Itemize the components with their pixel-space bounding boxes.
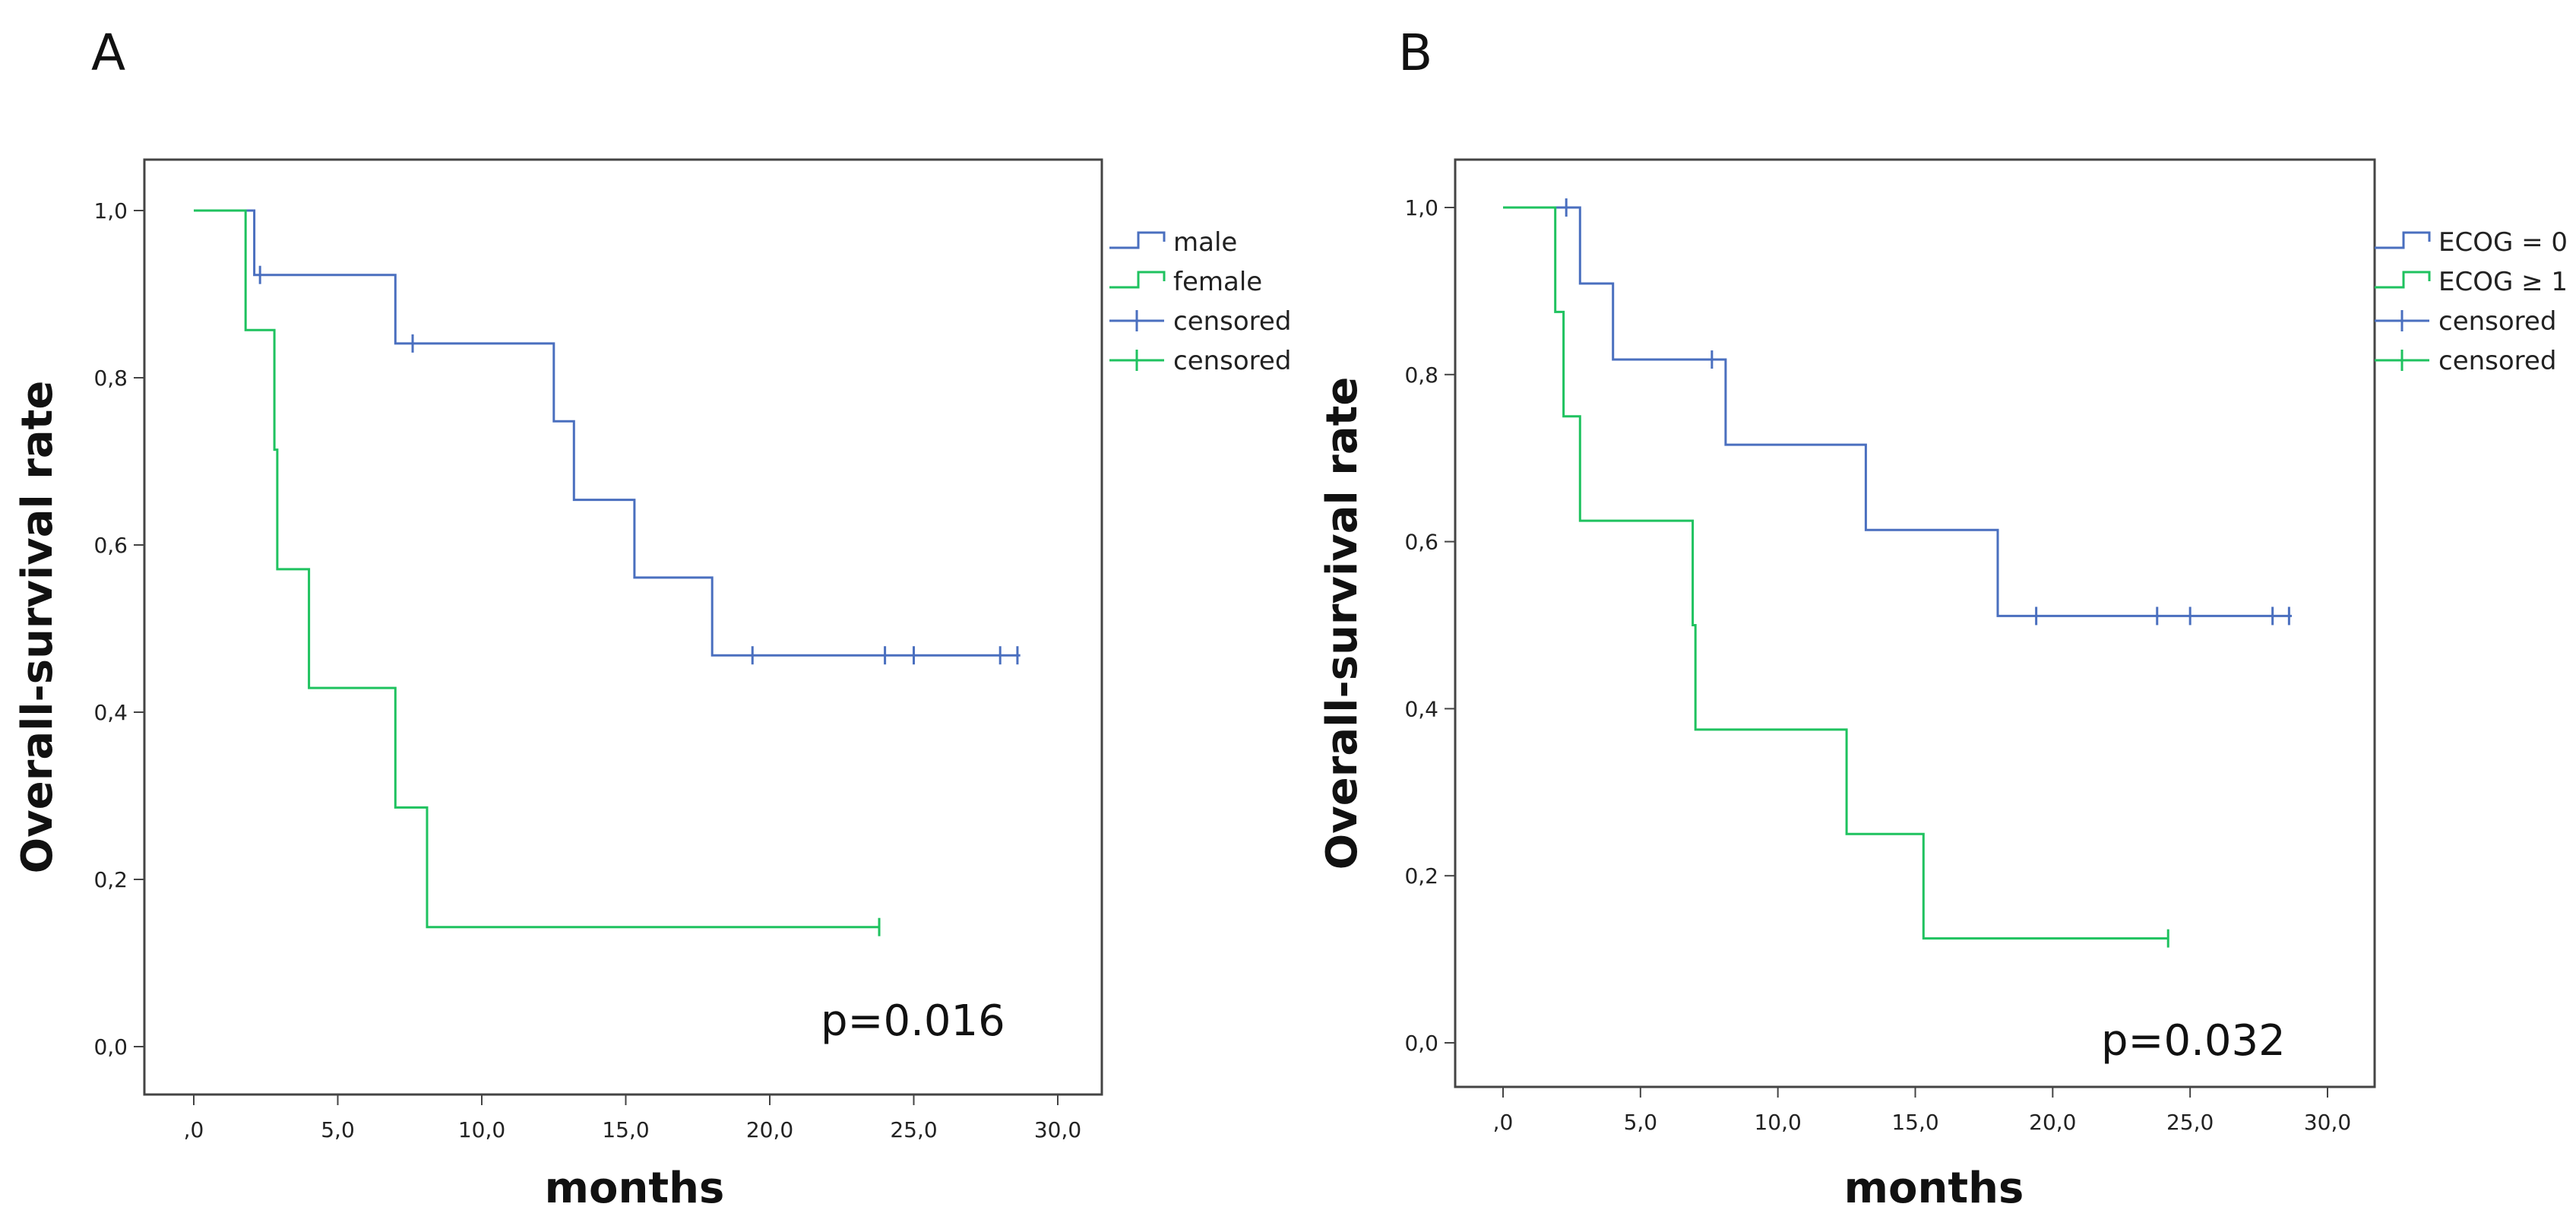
x-tick-label: 10,0 (1754, 1110, 1801, 1135)
y-tick-label: 0,0 (1404, 1031, 1438, 1056)
plot-frame (143, 158, 1103, 1096)
y-tick-label: 0,8 (1404, 363, 1438, 388)
y-tick-label: 1,0 (1404, 195, 1438, 220)
legend-swatch-step (1109, 271, 1166, 289)
survival-curve-series-2 (194, 209, 879, 929)
legend-swatch-step (1109, 231, 1166, 249)
y-tick-label: 0,4 (1404, 696, 1438, 721)
survival-curve-series-1 (1503, 206, 2292, 617)
x-tick-label: 10,0 (458, 1117, 505, 1142)
x-tick-label: 30,0 (1034, 1117, 1081, 1142)
panel-b: B 0,0 0,2 0,4 0,6 0,8 1,0 ,0 5,0 10,0 15,0 20,0 25,0… (1318, 24, 2568, 1213)
x-tick-label: 25,0 (2166, 1110, 2214, 1135)
x-tick-label: 30,0 (2304, 1110, 2351, 1135)
y-tick-label: 0,6 (1404, 530, 1438, 555)
x-tick-label: 20,0 (2029, 1110, 2076, 1135)
p-value-annotation: p=0.016 (821, 996, 1005, 1046)
x-tick-label: 5,0 (321, 1117, 355, 1142)
y-axis-title: Overall-survival rate (13, 381, 62, 874)
x-tick-label: ,0 (1493, 1110, 1514, 1135)
y-tick-label: 0,4 (93, 700, 128, 725)
legend-swatch-step (2375, 231, 2431, 249)
y-axis-title: Overall-survival rate (1318, 377, 1367, 870)
survival-curve-series-1 (194, 209, 1021, 657)
y-tick-label: 0,2 (1404, 863, 1438, 889)
legend-label: censored (1173, 306, 1291, 337)
legend-label: ECOG ≥ 1 (2438, 267, 2568, 297)
y-tick-label: 0,6 (93, 533, 128, 558)
x-tick-label: 25,0 (890, 1117, 937, 1142)
legend-label: male (1173, 227, 1237, 258)
legend-label: female (1173, 267, 1262, 297)
panel-letter: A (91, 24, 125, 82)
x-tick-label: 15,0 (602, 1117, 649, 1142)
legend-label: censored (2438, 306, 2556, 337)
y-tick-label: 0,8 (93, 366, 128, 391)
x-tick-label: 5,0 (1624, 1110, 1658, 1135)
panel-letter: B (1398, 24, 1432, 82)
legend-label: censored (1173, 346, 1291, 376)
legend-swatch-step (2375, 271, 2431, 289)
p-value-annotation: p=0.032 (2101, 1016, 2286, 1066)
legend-label: censored (2438, 346, 2556, 376)
x-axis-title: months (1844, 1164, 2024, 1213)
panel-a: A 0,0 0,2 0,4 0,6 0,8 1,0 ,0 5,0 10,0 15,0 20,0 25,0… (13, 24, 1291, 1213)
legend-label: ECOG = 0 (2438, 227, 2568, 258)
x-tick-label: 20,0 (746, 1117, 793, 1142)
x-tick-label: 15,0 (1891, 1110, 1938, 1135)
x-axis-title: months (545, 1164, 725, 1213)
y-tick-label: 1,0 (93, 198, 128, 223)
x-tick-label: ,0 (184, 1117, 204, 1142)
y-tick-label: 0,0 (93, 1034, 128, 1060)
survival-curve-series-2 (1503, 206, 2169, 940)
y-tick-label: 0,2 (93, 867, 128, 892)
